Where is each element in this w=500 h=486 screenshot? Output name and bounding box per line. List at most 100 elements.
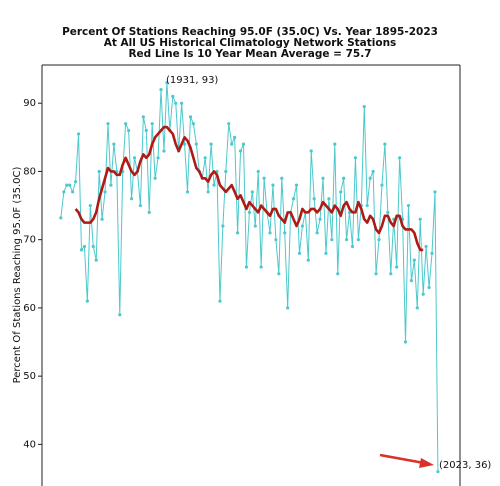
data-point xyxy=(106,122,110,126)
data-point xyxy=(124,122,128,126)
data-point xyxy=(398,156,402,160)
y-tick-label: 40 xyxy=(23,439,36,450)
data-point xyxy=(395,265,399,269)
data-point xyxy=(65,183,69,187)
data-point xyxy=(333,142,337,146)
data-point xyxy=(71,190,75,194)
data-point xyxy=(156,156,160,160)
data-point xyxy=(180,101,184,105)
data-point xyxy=(221,224,225,228)
data-point xyxy=(159,87,163,92)
data-point xyxy=(259,265,263,269)
data-point xyxy=(380,183,384,187)
data-point xyxy=(62,190,66,194)
data-point xyxy=(421,292,425,296)
data-point xyxy=(247,210,251,214)
y-tick-label: 80 xyxy=(23,166,36,177)
data-point xyxy=(203,156,207,160)
data-point xyxy=(409,279,413,283)
data-point xyxy=(227,122,231,126)
data-point xyxy=(132,156,137,160)
data-point xyxy=(230,142,234,146)
data-point xyxy=(312,197,316,201)
y-axis-label: Percent Of Stations Reaching 95.0F (35.0… xyxy=(12,166,23,383)
y-tick-label: 50 xyxy=(23,371,36,382)
data-point xyxy=(286,306,290,310)
data-point xyxy=(153,176,157,180)
data-point xyxy=(318,217,322,221)
data-point xyxy=(97,169,101,174)
data-point xyxy=(294,183,299,187)
chart-title: At All US Historical Climatology Network… xyxy=(104,37,397,49)
data-point xyxy=(233,135,237,139)
chart-title: Red Line Is 10 Year Mean Average = 75.7 xyxy=(128,48,371,60)
data-point xyxy=(424,244,428,249)
data-point xyxy=(141,115,145,119)
chart-title: Percent Of Stations Reaching 95.0F (35.0… xyxy=(62,26,438,38)
data-point xyxy=(283,231,287,235)
data-point xyxy=(256,169,260,174)
data-point xyxy=(206,190,210,194)
data-point xyxy=(73,180,78,184)
data-point xyxy=(103,190,107,194)
data-point xyxy=(138,203,142,208)
annotation: (2023, 36) xyxy=(439,460,491,471)
data-point xyxy=(224,169,228,174)
data-point xyxy=(191,122,196,126)
data-point xyxy=(356,238,360,242)
annotation: (1931, 93) xyxy=(166,75,218,86)
data-point xyxy=(82,244,87,249)
data-point xyxy=(268,231,272,235)
data-point xyxy=(383,142,387,146)
data-point xyxy=(336,272,340,276)
data-point xyxy=(280,176,284,180)
data-point xyxy=(182,142,187,146)
data-point xyxy=(297,251,302,255)
data-point xyxy=(85,299,89,303)
y-tick-label: 60 xyxy=(23,303,36,314)
data-point xyxy=(144,128,148,133)
data-point xyxy=(250,190,254,194)
data-point xyxy=(129,197,134,201)
data-point xyxy=(362,105,366,109)
data-point xyxy=(235,231,240,235)
data-point xyxy=(212,183,216,187)
data-point xyxy=(94,258,98,262)
data-point xyxy=(291,197,296,201)
data-point xyxy=(418,217,422,221)
y-tick-label: 70 xyxy=(23,235,36,246)
plot-frame xyxy=(41,64,461,486)
data-point xyxy=(100,217,104,221)
data-point xyxy=(374,272,378,276)
data-point xyxy=(368,176,372,180)
data-point xyxy=(377,238,381,242)
data-point xyxy=(150,122,154,126)
data-point xyxy=(194,142,198,146)
data-point xyxy=(118,313,122,317)
data-point xyxy=(427,285,431,290)
data-point xyxy=(174,101,178,105)
data-point xyxy=(59,216,63,220)
data-point xyxy=(350,244,355,249)
data-point xyxy=(262,176,266,180)
data-point xyxy=(244,265,249,269)
data-point xyxy=(436,470,440,474)
data-point xyxy=(147,210,151,214)
data-point xyxy=(274,238,278,242)
data-point xyxy=(389,272,393,276)
data-point xyxy=(162,149,166,153)
data-point xyxy=(300,224,305,228)
data-point xyxy=(433,190,437,194)
data-point xyxy=(321,176,325,180)
data-point xyxy=(165,81,169,85)
data-point xyxy=(309,149,313,153)
data-point xyxy=(277,272,281,276)
data-point xyxy=(330,238,334,242)
data-point xyxy=(88,203,92,208)
data-point xyxy=(324,251,328,255)
data-point xyxy=(253,224,257,228)
data-point xyxy=(109,183,113,187)
data-point xyxy=(406,203,411,208)
data-point xyxy=(386,210,390,214)
